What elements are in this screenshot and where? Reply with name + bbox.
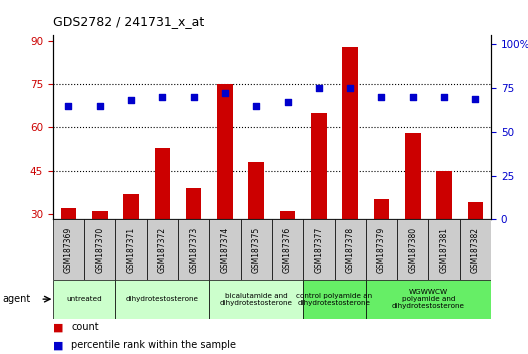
Bar: [249, 162, 264, 300]
Point: [127, 97, 135, 103]
Text: GSM187373: GSM187373: [189, 227, 198, 273]
Bar: [241, 219, 272, 280]
Bar: [303, 219, 335, 280]
Bar: [209, 219, 241, 280]
Bar: [342, 47, 358, 300]
Bar: [53, 280, 116, 319]
Text: GDS2782 / 241731_x_at: GDS2782 / 241731_x_at: [53, 15, 204, 28]
Text: untreated: untreated: [66, 296, 102, 302]
Bar: [147, 219, 178, 280]
Text: dihydrotestosterone: dihydrotestosterone: [126, 296, 199, 302]
Bar: [366, 219, 397, 280]
Bar: [468, 202, 483, 300]
Text: GSM187381: GSM187381: [440, 227, 449, 273]
Point: [409, 94, 417, 99]
Text: GSM187369: GSM187369: [64, 227, 73, 273]
Point: [96, 103, 104, 108]
Point: [284, 99, 292, 105]
Text: GSM187375: GSM187375: [252, 227, 261, 273]
Text: GSM187378: GSM187378: [346, 227, 355, 273]
Bar: [311, 113, 327, 300]
Point: [346, 85, 354, 91]
Bar: [272, 219, 303, 280]
Text: WGWWCW
polyamide and
dihydrotestosterone: WGWWCW polyamide and dihydrotestosterone: [392, 289, 465, 309]
Point: [252, 103, 260, 108]
Point: [158, 94, 167, 99]
Bar: [460, 219, 491, 280]
Bar: [303, 280, 366, 319]
Text: control polyamide an
dihydrotestosterone: control polyamide an dihydrotestosterone: [296, 293, 373, 306]
Text: GSM187382: GSM187382: [471, 227, 480, 273]
Point: [315, 85, 323, 91]
Bar: [92, 211, 108, 300]
Text: agent: agent: [3, 294, 31, 304]
Text: GSM187374: GSM187374: [221, 227, 230, 273]
Text: GSM187370: GSM187370: [95, 227, 104, 273]
Bar: [428, 219, 460, 280]
Bar: [61, 208, 76, 300]
Bar: [116, 280, 209, 319]
Bar: [405, 133, 421, 300]
Text: GSM187380: GSM187380: [408, 227, 417, 273]
Bar: [84, 219, 116, 280]
Bar: [123, 194, 139, 300]
Point: [377, 94, 385, 99]
Point: [221, 90, 229, 96]
Text: ■: ■: [53, 340, 63, 350]
Bar: [116, 219, 147, 280]
Bar: [178, 219, 209, 280]
Text: count: count: [71, 322, 99, 332]
Bar: [335, 219, 366, 280]
Bar: [53, 219, 84, 280]
Text: GSM187379: GSM187379: [377, 227, 386, 273]
Text: GSM187377: GSM187377: [314, 227, 323, 273]
Bar: [436, 171, 452, 300]
Text: GSM187372: GSM187372: [158, 227, 167, 273]
Bar: [209, 280, 303, 319]
Text: percentile rank within the sample: percentile rank within the sample: [71, 340, 237, 350]
Point: [64, 103, 73, 108]
Bar: [366, 280, 491, 319]
Text: bicalutamide and
dihydrotestosterone: bicalutamide and dihydrotestosterone: [220, 293, 293, 306]
Bar: [280, 211, 295, 300]
Bar: [155, 148, 170, 300]
Point: [471, 96, 479, 101]
Bar: [397, 219, 428, 280]
Bar: [186, 188, 202, 300]
Text: GSM187371: GSM187371: [127, 227, 136, 273]
Bar: [217, 84, 233, 300]
Point: [440, 94, 448, 99]
Bar: [374, 199, 389, 300]
Text: GSM187376: GSM187376: [283, 227, 292, 273]
Point: [190, 94, 198, 99]
Text: ■: ■: [53, 322, 63, 332]
